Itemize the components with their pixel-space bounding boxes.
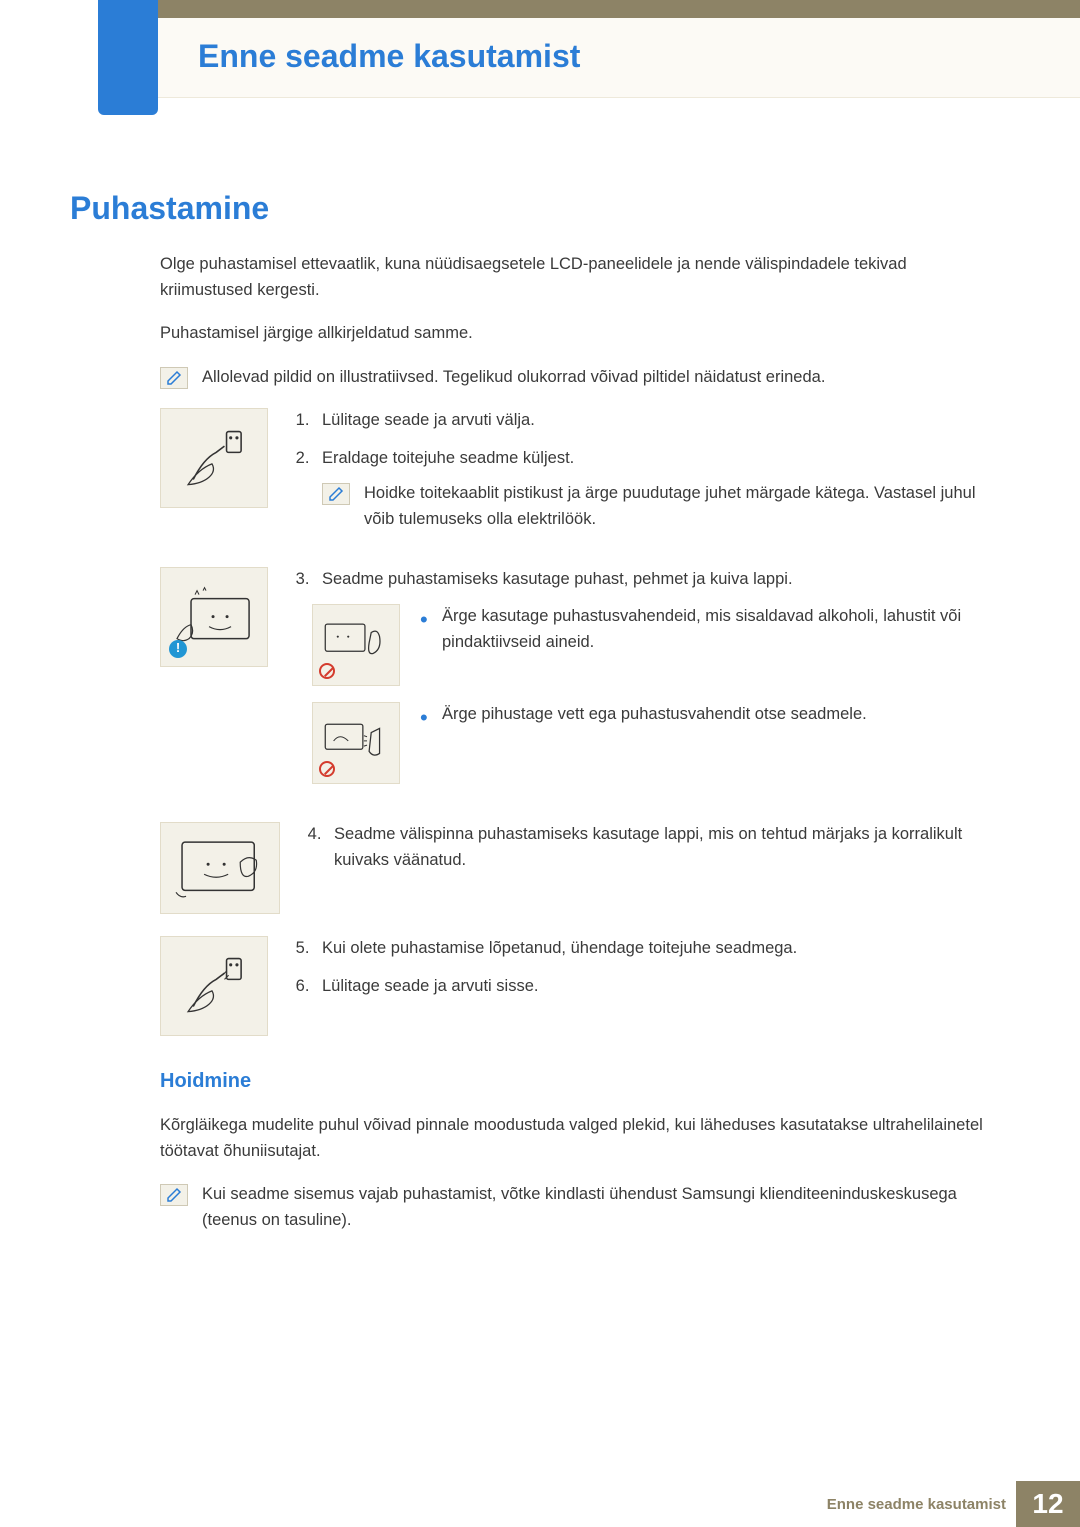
chapter-title: Enne seadme kasutamist (198, 38, 580, 75)
note-illustrative: Allolevad pildid on illustratiivsed. Teg… (160, 365, 1000, 391)
illustration-damp-cloth (160, 822, 280, 914)
bullet-row-1: Ärge kasutage puhastusvahendeid, mis sis… (312, 604, 1000, 686)
caution-icon: ! (169, 640, 187, 658)
step-text-3: Seadme puhastamiseks kasutage puhast, pe… (290, 567, 1000, 801)
note-service: Kui seadme sisemus vajab puhastamist, võ… (160, 1182, 1000, 1233)
step-2-note: Hoidke toitekaablit pistikust ja ärge pu… (364, 481, 1000, 532)
note-icon (322, 483, 350, 505)
illustration-no-spray (312, 702, 400, 784)
footer-label: Enne seadme kasutamist (827, 1496, 1006, 1513)
note-icon (160, 367, 188, 389)
step-1: Lülitage seade ja arvuti välja. (314, 408, 1000, 434)
prohibit-icon (319, 663, 335, 679)
step-6: Lülitage seade ja arvuti sisse. (314, 974, 1000, 1000)
intro-paragraph-2: Puhastamisel järgige allkirjeldatud samm… (160, 321, 1000, 347)
note-text: Allolevad pildid on illustratiivsed. Teg… (202, 365, 825, 391)
step-3: Seadme puhastamiseks kasutage puhast, pe… (314, 567, 1000, 593)
step-row-5-6: Kui olete puhastamise lõpetanud, ühendag… (160, 936, 1000, 1036)
step-row-1-2: Lülitage seade ja arvuti välja. Eraldage… (160, 408, 1000, 544)
step-row-3: ! Seadme puhastamiseks kasutage puhast, … (160, 567, 1000, 801)
step-text-1-2: Lülitage seade ja arvuti välja. Eraldage… (290, 408, 1000, 544)
illustration-unplug (160, 408, 268, 508)
subsection-title: Hoidmine (160, 1066, 1000, 1097)
main-content: Olge puhastamisel ettevaatlik, kuna nüüd… (160, 252, 1000, 1251)
bullet-1-text: Ärge kasutage puhastusvahendeid, mis sis… (420, 604, 1000, 686)
chapter-tab (98, 0, 158, 115)
subsection-para: Kõrgläikega mudelite puhul võivad pinnal… (160, 1113, 1000, 1164)
page-number: 12 (1016, 1481, 1080, 1527)
illustration-cloth: ! (160, 567, 268, 667)
illustration-no-chemical (312, 604, 400, 686)
step-4: Seadme välispinna puhastamiseks kasutage… (326, 822, 1000, 873)
intro-paragraph-1: Olge puhastamisel ettevaatlik, kuna nüüd… (160, 252, 1000, 303)
step-row-4: Seadme välispinna puhastamiseks kasutage… (160, 822, 1000, 914)
step-text-5-6: Kui olete puhastamise lõpetanud, ühendag… (290, 936, 1000, 1011)
top-accent-bar (0, 0, 1080, 18)
prohibit-icon (319, 761, 335, 777)
illustration-plug-in (160, 936, 268, 1036)
step-2: Eraldage toitejuhe seadme küljest. Hoidk… (314, 446, 1000, 533)
section-title: Puhastamine (70, 190, 269, 227)
step-5: Kui olete puhastamise lõpetanud, ühendag… (314, 936, 1000, 962)
note-icon (160, 1184, 188, 1206)
subsection-note: Kui seadme sisemus vajab puhastamist, võ… (202, 1182, 1000, 1233)
bullet-row-2: Ärge pihustage vett ega puhastusvahendit… (312, 702, 1000, 784)
bullet-2-text: Ärge pihustage vett ega puhastusvahendit… (420, 702, 1000, 784)
page-footer: Enne seadme kasutamist 12 (0, 1481, 1080, 1527)
step-text-4: Seadme välispinna puhastamiseks kasutage… (302, 822, 1000, 885)
